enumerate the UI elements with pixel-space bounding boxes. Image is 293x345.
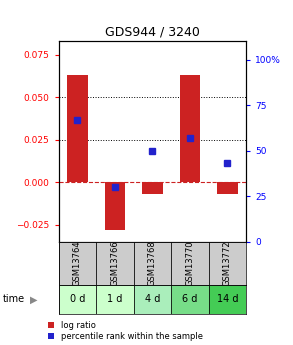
Bar: [209, 241, 246, 285]
Text: GSM13770: GSM13770: [185, 240, 194, 286]
Bar: [134, 241, 171, 285]
Bar: [171, 241, 209, 285]
Bar: [134, 285, 171, 314]
Text: GSM13766: GSM13766: [110, 240, 119, 286]
Text: 14 d: 14 d: [217, 294, 238, 304]
Bar: [96, 285, 134, 314]
Bar: [96, 241, 134, 285]
Text: 1 d: 1 d: [107, 294, 122, 304]
Bar: [209, 285, 246, 314]
Bar: [67, 75, 88, 182]
Text: 4 d: 4 d: [145, 294, 160, 304]
Bar: [59, 285, 96, 314]
Legend: log ratio, percentile rank within the sample: log ratio, percentile rank within the sa…: [48, 321, 203, 341]
Text: time: time: [3, 294, 25, 304]
Text: GSM13768: GSM13768: [148, 240, 157, 286]
Text: GSM13772: GSM13772: [223, 240, 232, 286]
Title: GDS944 / 3240: GDS944 / 3240: [105, 26, 200, 39]
Bar: [217, 182, 238, 194]
Bar: [180, 75, 200, 182]
Bar: [59, 241, 96, 285]
Bar: [105, 182, 125, 230]
Bar: [142, 182, 163, 194]
Text: GSM13764: GSM13764: [73, 240, 82, 286]
Bar: [171, 285, 209, 314]
Text: 6 d: 6 d: [182, 294, 197, 304]
Text: 0 d: 0 d: [70, 294, 85, 304]
Text: ▶: ▶: [30, 294, 38, 304]
